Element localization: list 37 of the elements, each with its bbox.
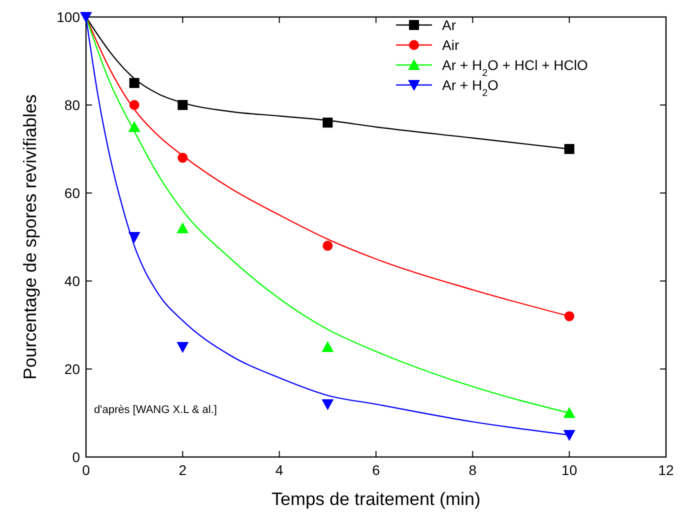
point bbox=[129, 78, 140, 88]
point bbox=[176, 222, 189, 234]
point bbox=[322, 118, 333, 128]
y-tick-label: 100 bbox=[56, 9, 80, 25]
point bbox=[178, 152, 188, 163]
y-tick-label: 20 bbox=[64, 361, 80, 377]
x-tick-label: 6 bbox=[372, 462, 380, 478]
y-tick-label: 40 bbox=[64, 273, 80, 289]
legend-label: Ar + H$_{2}$O bbox=[442, 77, 499, 98]
y-tick-label: 60 bbox=[64, 185, 80, 201]
point bbox=[176, 342, 189, 353]
point bbox=[128, 232, 140, 243]
point bbox=[80, 12, 92, 23]
x-axis-title: Temps de traitement (min) bbox=[271, 489, 481, 509]
x-tick-label: 0 bbox=[82, 462, 90, 478]
x-tick-label: 4 bbox=[275, 462, 284, 478]
point bbox=[563, 407, 576, 418]
x-tick-label: 8 bbox=[468, 462, 477, 478]
x-tick-label: 2 bbox=[178, 462, 187, 478]
point bbox=[564, 144, 574, 154]
y-tick-label: 0 bbox=[72, 449, 80, 465]
y-tick-label: 80 bbox=[64, 97, 80, 113]
legend-label: Air bbox=[442, 37, 460, 53]
point bbox=[564, 311, 574, 322]
point bbox=[178, 100, 188, 110]
x-tick-label: 12 bbox=[658, 462, 674, 478]
point bbox=[129, 100, 140, 110]
point bbox=[322, 341, 334, 352]
legend-label: Ar + H$_{2}$O + HCl + HClO bbox=[442, 57, 588, 78]
x-tick-label: 10 bbox=[562, 462, 578, 478]
legend-label: Ar bbox=[442, 17, 456, 33]
y-axis-title: Pourcentage de spores revivifiables bbox=[20, 94, 40, 380]
point bbox=[563, 430, 576, 441]
annotation: d'après [WANG X.L & al.] bbox=[94, 404, 217, 416]
point bbox=[128, 121, 140, 132]
point bbox=[322, 240, 333, 251]
point bbox=[322, 399, 334, 410]
